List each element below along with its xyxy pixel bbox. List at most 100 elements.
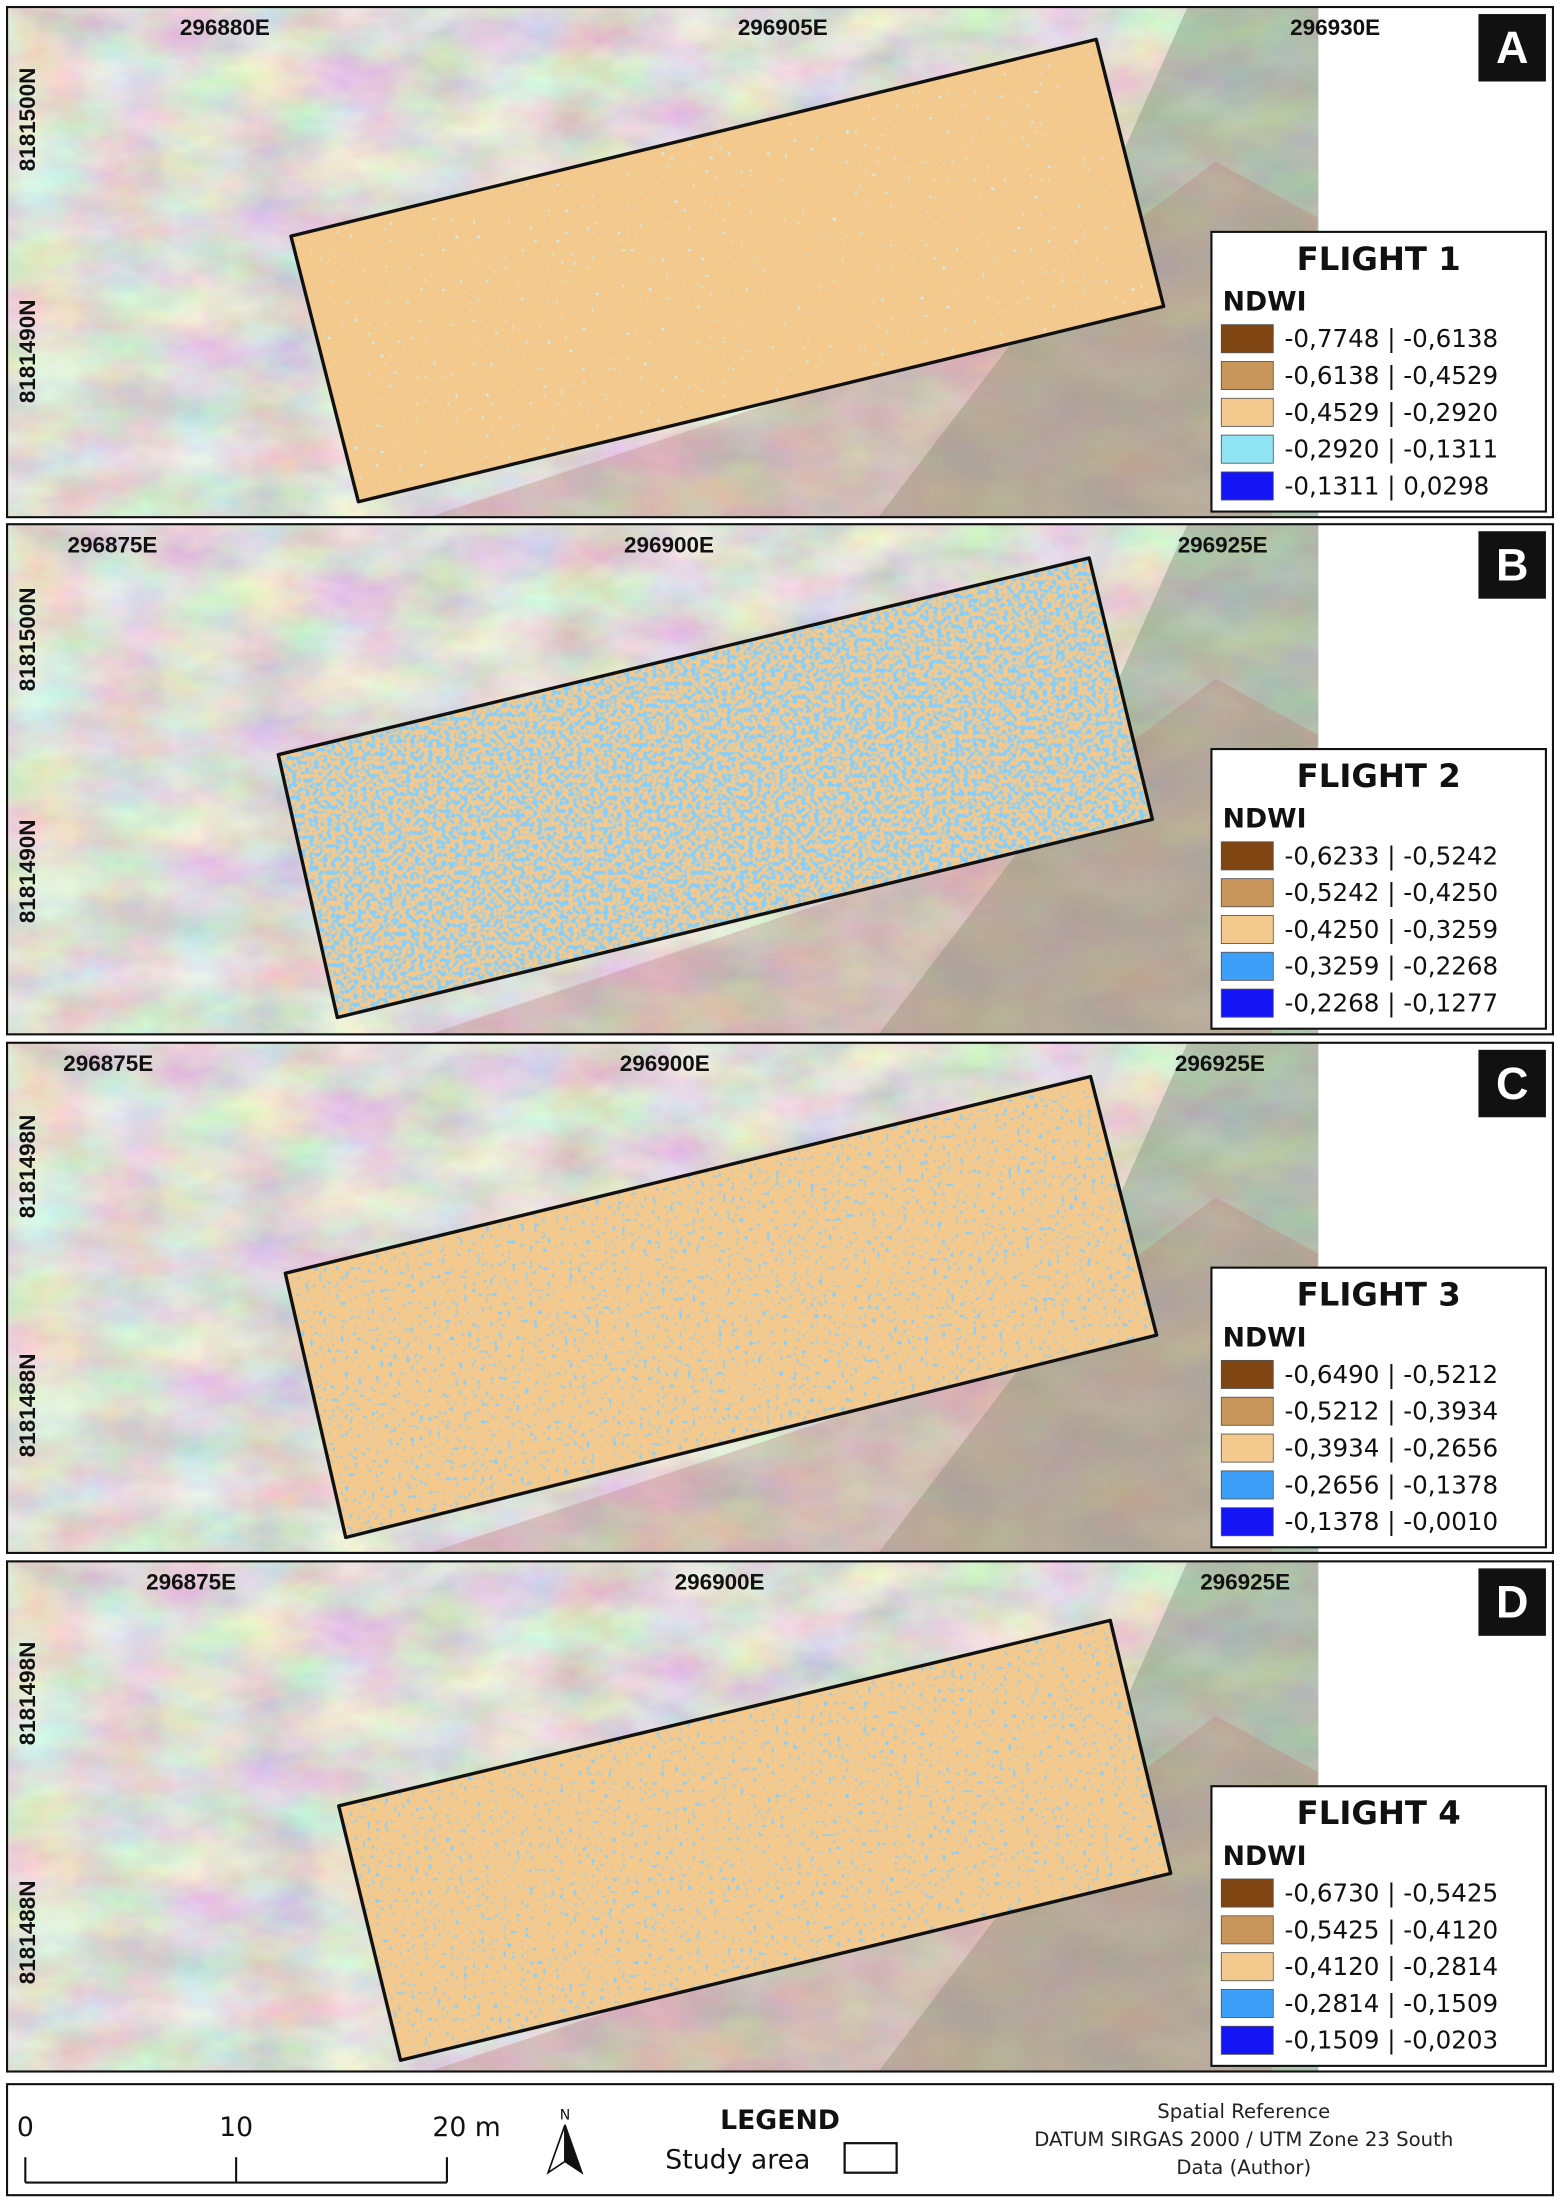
legend-subtitle: NDWI — [1223, 1322, 1307, 1353]
y-coord-label: 8181500N — [15, 588, 40, 692]
panel-frame — [5, 5, 1555, 519]
legend-swatch — [1220, 1470, 1274, 1500]
legend-label: -0,1509 | -0,0203 — [1285, 2026, 1499, 2055]
legend-title: LEGEND — [720, 2105, 840, 2136]
legend-label: -0,5212 | -0,3934 — [1285, 1397, 1499, 1426]
legend-swatch — [1220, 1359, 1274, 1389]
panel-letter-box — [1478, 1049, 1546, 1118]
legend-swatch — [1220, 1507, 1274, 1537]
x-coord-label: 296875E — [67, 532, 157, 557]
north-arrow: N — [546, 2107, 584, 2175]
y-coord-label: 8181490N — [15, 299, 40, 403]
legend-swatch — [1220, 1952, 1274, 1982]
x-coord-label: 296875E — [63, 1051, 153, 1076]
legend-swatch — [1220, 841, 1274, 871]
legend-swatch — [1220, 1433, 1274, 1463]
north-label: N — [560, 2107, 571, 2123]
reference-line: DATUM SIRGAS 2000 / UTM Zone 23 South — [1034, 2128, 1453, 2151]
study-area-symbol — [843, 2142, 898, 2174]
panel-letter: A — [1496, 22, 1528, 73]
x-coord-label: 296925E — [1200, 1569, 1290, 1594]
legend-label: -0,6730 | -0,5425 — [1285, 1878, 1499, 1907]
x-coord-label: 296930E — [1290, 15, 1380, 40]
legend-swatch — [1220, 1989, 1274, 2018]
legend-label: -0,7748 | -0,6138 — [1285, 324, 1499, 353]
legend-label: -0,1378 | -0,0010 — [1285, 1507, 1499, 1536]
panel-frame — [5, 1560, 1555, 2073]
map-panel: 296875E 296900E 296925E 8181498N 8181488N C FL… — [5, 1041, 1555, 1554]
legend-label: -0,1311 | 0,0298 — [1285, 471, 1490, 500]
legend-label: -0,4250 | -0,3259 — [1285, 915, 1499, 944]
legend-item: Study area — [665, 2144, 810, 2175]
legend-swatch — [1220, 434, 1274, 464]
legend-subtitle: NDWI — [1223, 804, 1307, 835]
x-coord-label: 296875E — [146, 1569, 236, 1594]
legend-box — [1210, 1785, 1547, 2067]
legend-label: -0,2268 | -0,1277 — [1285, 989, 1499, 1018]
legend-label: -0,3934 | -0,2656 — [1285, 1434, 1499, 1463]
scale-label: 20 m — [432, 2112, 500, 2143]
reference-line: Spatial Reference — [1157, 2100, 1330, 2123]
x-coord-label: 296905E — [738, 15, 828, 40]
x-coord-label: 296925E — [1175, 1051, 1265, 1076]
legend-label: -0,2656 | -0,1378 — [1285, 1470, 1499, 1499]
legend-swatch — [1220, 988, 1274, 1018]
x-coord-label: 296880E — [180, 15, 270, 40]
panel-letter: C — [1496, 1058, 1528, 1109]
y-coord-label: 8181488N — [15, 1354, 40, 1458]
panel-letter-box — [1478, 1568, 1546, 1636]
study-area-outline — [283, 1074, 1159, 1540]
legend-label: -0,6138 | -0,4529 — [1285, 361, 1499, 390]
scale-label: 0 — [17, 2112, 34, 2143]
study-area-outline — [276, 556, 1155, 1020]
legend-swatch — [1220, 1915, 1274, 1945]
legend-swatch — [1220, 1396, 1274, 1426]
legend-swatch — [1220, 915, 1274, 944]
footer: 0 10 20 m N LEGEND Study area Spatial Re… — [5, 2083, 1555, 2197]
legend-label: -0,2814 | -0,1509 — [1285, 1989, 1499, 2018]
x-coord-label: 296900E — [620, 1051, 710, 1076]
panel-letter: B — [1496, 539, 1528, 590]
map-panels: 296880E 296905E 296930E 8181500N 8181490N A FL… — [5, 5, 1555, 2073]
y-coord-label: 8181498N — [15, 1115, 40, 1219]
panel-frame — [5, 523, 1555, 1036]
legend-swatch — [1220, 361, 1274, 390]
y-coord-label: 8181498N — [15, 1642, 40, 1746]
legend-swatch — [1220, 2025, 1274, 2055]
legend-swatch — [1220, 951, 1274, 981]
panel-letter-box — [1478, 531, 1546, 599]
y-coord-label: 8181500N — [15, 68, 40, 172]
scale-bar: 0 10 20 m — [17, 2112, 501, 2184]
footer-frame — [5, 2083, 1555, 2197]
legend-swatch — [1220, 878, 1274, 908]
y-coord-label: 8181490N — [15, 819, 40, 923]
map-panel: 296875E 296900E 296925E 8181498N 8181488N D FL… — [5, 1560, 1555, 2073]
legend-swatch — [1220, 471, 1274, 501]
reference-line: Data (Author) — [1176, 2156, 1311, 2179]
x-coord-label: 296925E — [1178, 532, 1268, 557]
legend-swatch — [1220, 397, 1274, 427]
x-coord-label: 296900E — [675, 1569, 765, 1594]
panel-letter: D — [1496, 1577, 1528, 1628]
legend-label: -0,3259 | -0,2268 — [1285, 952, 1499, 981]
study-area-outline — [337, 1618, 1173, 2062]
y-coord-label: 8181488N — [15, 1881, 40, 1985]
legend-label: -0,6233 | -0,5242 — [1285, 841, 1499, 870]
legend-label: -0,5242 | -0,4250 — [1285, 878, 1499, 907]
legend-swatch — [1220, 1878, 1274, 1908]
legend-label: -0,4529 | -0,2920 — [1285, 398, 1499, 427]
map-panel: 296875E 296900E 296925E 8181500N 8181490N B FL… — [5, 523, 1555, 1036]
legend-subtitle: NDWI — [1223, 1841, 1307, 1872]
legend-swatch — [1220, 324, 1274, 354]
scale-label: 10 — [219, 2112, 253, 2143]
legend-label: -0,2920 | -0,1311 — [1285, 435, 1499, 464]
x-coord-label: 296900E — [624, 532, 714, 557]
legend-title: FLIGHT 3 — [1297, 1276, 1461, 1314]
legend-title: FLIGHT 2 — [1297, 757, 1461, 795]
panel-letter-box — [1478, 14, 1546, 82]
map-panel: 296880E 296905E 296930E 8181500N 8181490N A FL… — [5, 5, 1555, 519]
panel-frame — [5, 1041, 1555, 1554]
legend-title: FLIGHT 1 — [1297, 240, 1461, 278]
